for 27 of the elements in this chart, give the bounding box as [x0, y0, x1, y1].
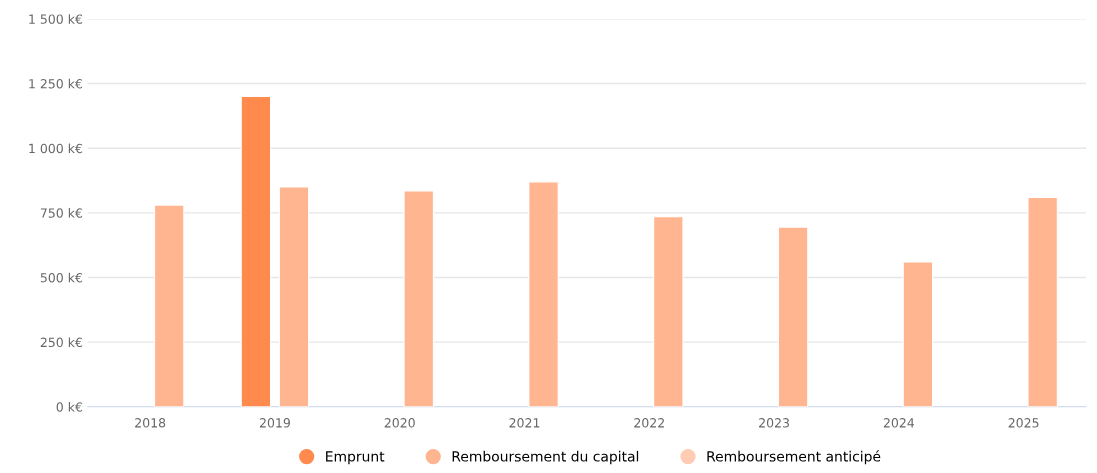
y-tick-label: 1 000 k€ [29, 143, 83, 154]
y-tick-label: 250 k€ [40, 337, 83, 348]
y-tick-label: 0 k€ [56, 402, 83, 412]
x-tick-label: 2021 [509, 418, 540, 428]
bar [528, 181, 559, 407]
x-tick-label: 2019 [259, 418, 290, 428]
x-tick-label: 2020 [384, 418, 415, 428]
bar [777, 226, 809, 407]
x-tick-label: 2024 [883, 418, 915, 428]
bar [153, 204, 185, 407]
bar [278, 186, 310, 407]
y-tick-label: 750 k€ [40, 208, 83, 218]
y-tick-label: 500 k€ [40, 272, 83, 283]
y-tick-label: 1 500 k€ [29, 14, 83, 24]
bar [902, 261, 934, 407]
legend-label: Emprunt [326, 451, 385, 465]
legend-label: Remboursement anticipé [707, 450, 881, 465]
bar [240, 95, 272, 407]
x-tick-label: 2023 [759, 418, 789, 428]
bar [403, 190, 434, 407]
bar [653, 216, 684, 407]
y-tick-label: 1 250 k€ [29, 78, 83, 89]
bar [1027, 196, 1058, 407]
legend-label: Remboursement du capital [452, 450, 639, 465]
x-tick-label: 2018 [135, 418, 166, 428]
x-tick-label: 2025 [1008, 418, 1039, 428]
x-tick-label: 2022 [634, 418, 664, 428]
